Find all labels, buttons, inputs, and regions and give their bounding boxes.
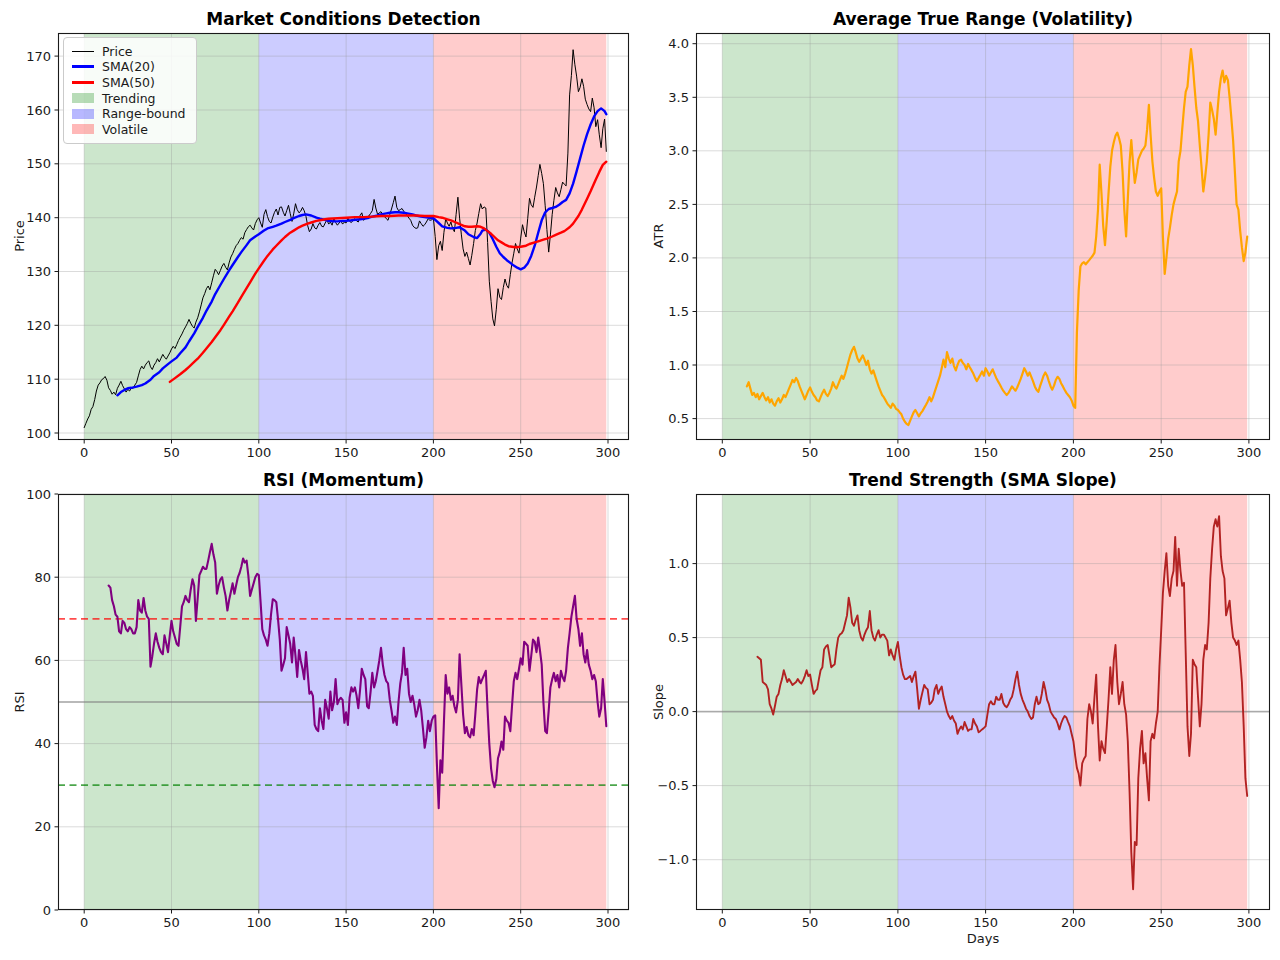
y-tick-label: 0.5	[668, 630, 689, 645]
y-tick-label: 80	[34, 570, 51, 585]
y-tick-label: 3.5	[668, 90, 689, 105]
legend-patch-swatch	[72, 124, 94, 134]
x-tick-label: 150	[973, 915, 998, 930]
x-axis-label-days: Days	[696, 931, 1270, 946]
y-axis-label-price: Price	[11, 186, 29, 286]
y-tick-label: 1.0	[668, 358, 689, 373]
legend: PriceSMA(20)SMA(50)TrendingRange-boundVo…	[63, 37, 197, 144]
y-tick-label: 110	[26, 372, 51, 387]
y-tick-label: −0.5	[657, 778, 689, 793]
legend-swatch-wrap	[72, 124, 94, 134]
x-tick-label: 150	[334, 445, 359, 460]
x-tick-label: 150	[334, 915, 359, 930]
x-tick-label: 100	[246, 915, 271, 930]
y-tick-label: 2.5	[668, 197, 689, 212]
legend-item: Range-bound	[72, 106, 186, 121]
x-tick-label: 0	[80, 445, 88, 460]
legend-label: Price	[102, 44, 133, 59]
chart-slope: 0 50 100 150 200 250 300 −1.0 −0.5 0.0 0.5 1.0	[657, 494, 1270, 930]
x-tick-label: 50	[802, 915, 819, 930]
legend-item: Volatile	[72, 122, 186, 137]
legend-swatch-wrap	[72, 65, 94, 68]
x-tick-label: 300	[1236, 445, 1261, 460]
x-tick-label: 0	[718, 445, 726, 460]
chart-title-rsi: RSI (Momentum)	[58, 470, 629, 490]
x-tick-label: 50	[802, 445, 819, 460]
x-tick-label: 100	[246, 445, 271, 460]
y-tick-label: 60	[34, 653, 51, 668]
x-tick-label: 250	[508, 915, 533, 930]
legend-label: Trending	[102, 91, 156, 106]
y-tick-label: 170	[26, 49, 51, 64]
legend-item: SMA(50)	[72, 75, 186, 90]
x-tick-label: 200	[421, 915, 446, 930]
legend-label: Range-bound	[102, 106, 186, 121]
y-axis-label-slope: Slope	[650, 652, 668, 752]
y-tick-label: 4.0	[668, 36, 689, 51]
chart-title-slope: Trend Strength (SMA Slope)	[696, 470, 1270, 490]
y-tick-label: 0.5	[668, 411, 689, 426]
y-tick-label: 0	[43, 903, 51, 918]
chart-atr: 0 50 100 150 200 250 300 0.5 1.0 1.5 2.0 2.5 3.0 3.5 4…	[668, 33, 1270, 460]
y-axis-label-atr: ATR	[650, 186, 668, 286]
y-tick-label: 20	[34, 819, 51, 834]
x-tick-label: 300	[1236, 915, 1261, 930]
dashboard-figure: 0501001502002503001001101201301401501601…	[0, 0, 1280, 960]
x-tick-label: 200	[421, 445, 446, 460]
y-tick-label: 120	[26, 318, 51, 333]
y-tick-label: 100	[26, 426, 51, 441]
x-tick-label: 100	[885, 915, 910, 930]
x-tick-label: 300	[596, 445, 621, 460]
y-tick-label: 3.0	[668, 143, 689, 158]
y-tick-label: 150	[26, 156, 51, 171]
regime-band-volatile	[1073, 33, 1247, 440]
x-tick-label: 0	[718, 915, 726, 930]
legend-line-swatch	[72, 51, 94, 53]
legend-label: SMA(20)	[102, 59, 155, 74]
legend-label: Volatile	[102, 122, 148, 137]
legend-line-swatch	[72, 81, 94, 84]
legend-label: SMA(50)	[102, 75, 155, 90]
y-tick-label: 40	[34, 736, 51, 751]
y-tick-label: −1.0	[657, 852, 689, 867]
legend-patch-swatch	[72, 93, 94, 103]
y-tick-label: 130	[26, 264, 51, 279]
legend-item: SMA(20)	[72, 60, 186, 75]
legend-line-swatch	[72, 65, 94, 68]
chart-rsi: 0 50 100 150 200 250 300 0 20 40 60 80 100	[26, 487, 629, 931]
y-tick-label: 100	[26, 487, 51, 502]
legend-patch-swatch	[72, 109, 94, 119]
x-tick-label: 250	[508, 445, 533, 460]
legend-swatch-wrap	[72, 81, 94, 84]
y-tick-label: 2.0	[668, 250, 689, 265]
x-tick-label: 150	[973, 445, 998, 460]
chart-title-market-conditions: Market Conditions Detection	[58, 9, 629, 29]
x-tick-label: 0	[80, 915, 88, 930]
x-tick-label: 250	[1149, 445, 1174, 460]
legend-swatch-wrap	[72, 93, 94, 103]
legend-swatch-wrap	[72, 109, 94, 119]
x-tick-label: 200	[1061, 445, 1086, 460]
x-tick-label: 250	[1149, 915, 1174, 930]
y-tick-label: 160	[26, 103, 51, 118]
legend-item: Trending	[72, 91, 186, 106]
x-tick-label: 50	[163, 445, 180, 460]
legend-swatch-wrap	[72, 51, 94, 53]
legend-item: Price	[72, 44, 186, 59]
x-tick-label: 50	[163, 915, 180, 930]
y-tick-label: 140	[26, 210, 51, 225]
y-tick-label: 1.5	[668, 304, 689, 319]
y-tick-label: 0.0	[668, 704, 689, 719]
x-tick-label: 200	[1061, 915, 1086, 930]
chart-title-atr: Average True Range (Volatility)	[696, 9, 1270, 29]
y-axis-label-rsi: RSI	[11, 652, 29, 752]
x-tick-label: 100	[885, 445, 910, 460]
x-tick-label: 300	[596, 915, 621, 930]
y-tick-label: 1.0	[668, 556, 689, 571]
